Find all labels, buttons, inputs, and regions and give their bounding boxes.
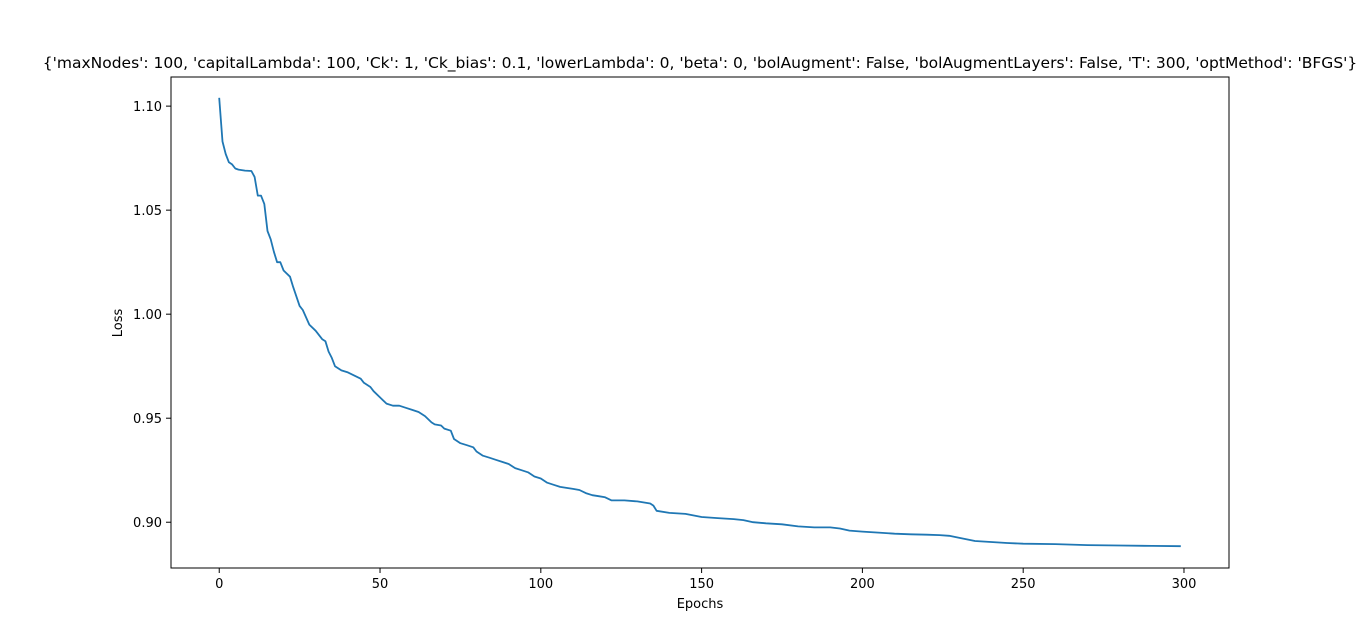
axes-frame [170, 76, 1230, 569]
x-tick-label: 250 [1011, 577, 1036, 592]
x-axis-label: Epochs [677, 597, 724, 612]
x-tick-label: 200 [850, 577, 875, 592]
x-tick-label: 50 [372, 577, 389, 592]
plot-area [218, 97, 1181, 548]
x-tick-label: 150 [689, 577, 714, 592]
y-tick-label: 1.05 [133, 204, 162, 219]
loss-series-line [218, 97, 1181, 548]
y-tick-label: 1.10 [133, 100, 162, 115]
x-tick-label: 100 [528, 577, 553, 592]
y-axis-label: Loss [111, 309, 126, 338]
y-tick-label: 1.00 [133, 308, 162, 323]
x-tick-label: 0 [215, 577, 223, 592]
x-tick-label: 300 [1172, 577, 1197, 592]
y-tick-label: 0.90 [133, 516, 162, 531]
x-axis: 0 50 100 150 200 250 300 [215, 568, 1196, 592]
chart-title: {'maxNodes': 100, 'capitalLambda': 100, … [43, 54, 1358, 73]
y-tick-label: 0.95 [133, 412, 162, 427]
y-axis: 0.90 0.95 1.00 1.05 1.10 [133, 100, 171, 531]
